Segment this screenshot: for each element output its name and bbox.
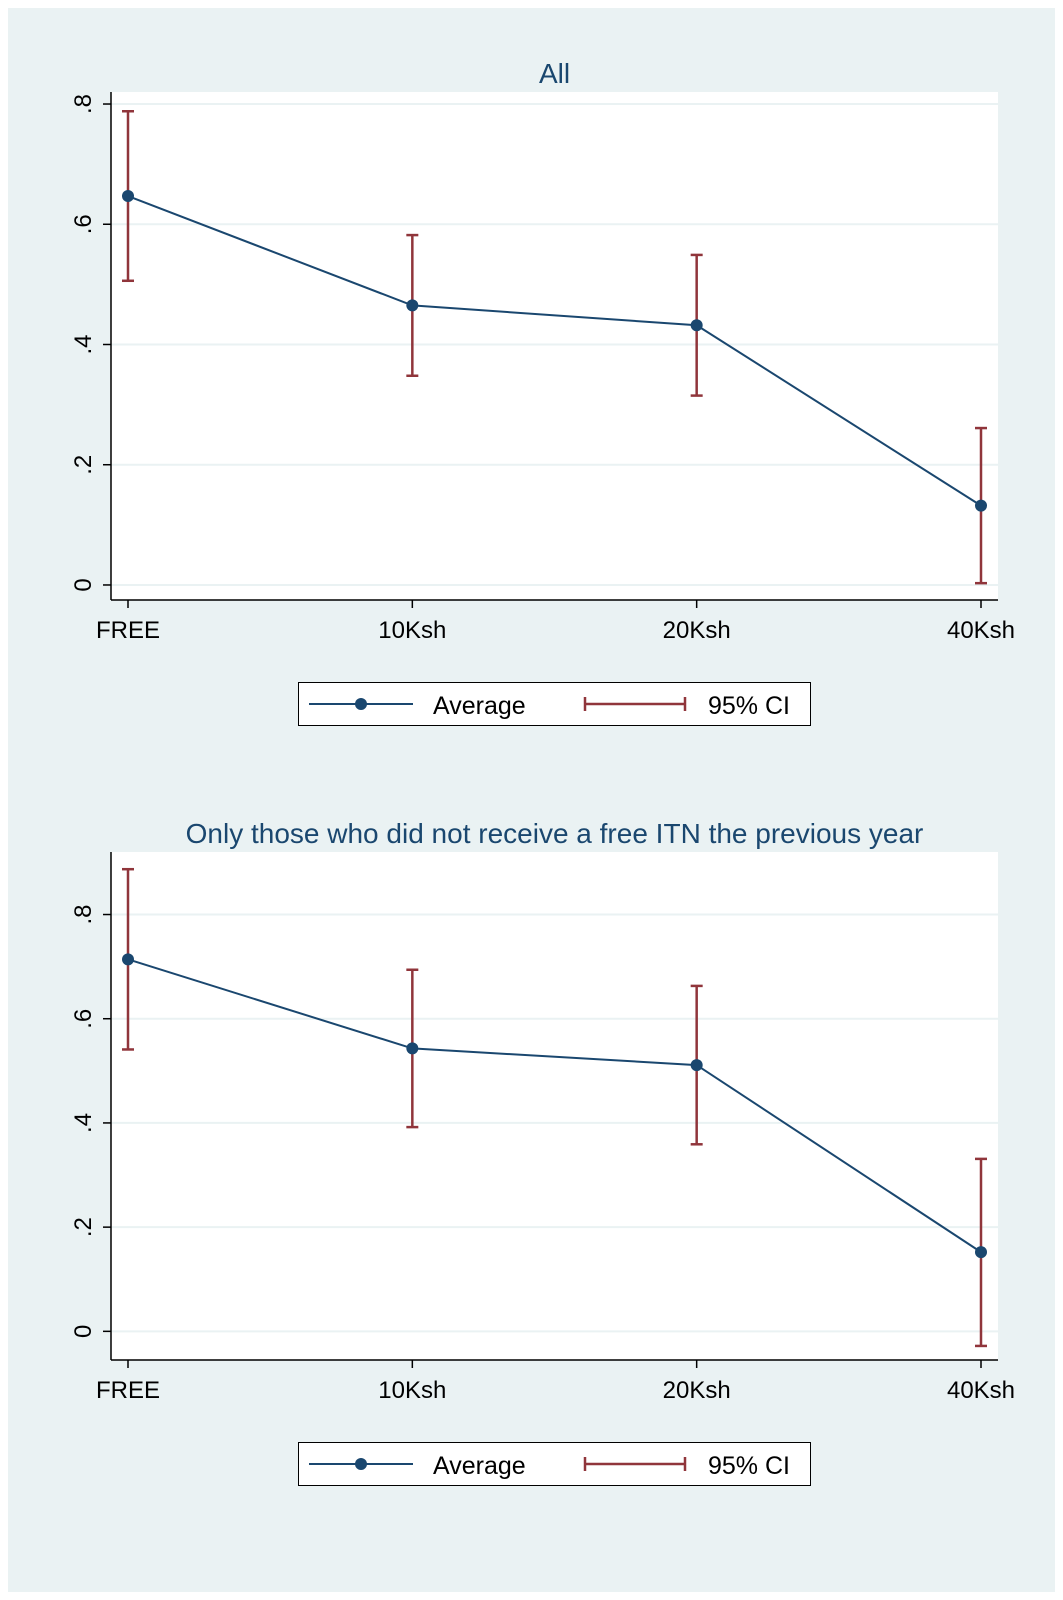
y-tick-label: .8	[70, 94, 97, 114]
x-tick-label: FREE	[96, 1377, 160, 1404]
x-tick-label: 40Ksh	[947, 617, 1015, 644]
x-tick-label: 20Ksh	[663, 1377, 731, 1404]
y-tick-label: .6	[70, 1009, 97, 1029]
y-tick-label: 0	[70, 1325, 97, 1338]
series-line-average	[127, 195, 982, 507]
y-tick-label: 0	[70, 578, 97, 591]
legend-label-average: Average	[433, 692, 526, 720]
chart-title: Only those who did not receive a free IT…	[186, 818, 924, 849]
figure: All 0 .2 .4 .6 .8 FREE 10Ksh 20Ksh 40Ksh Average …	[8, 8, 1055, 1592]
legend-label-average: Average	[433, 1452, 526, 1480]
legend-label-ci: 95% CI	[708, 1452, 790, 1480]
data-point	[122, 953, 134, 966]
y-tick-label: .2	[70, 1217, 97, 1237]
legend-symbol-ci	[583, 697, 687, 711]
legend-symbol-ci	[583, 1457, 687, 1471]
plot-area	[111, 852, 998, 1360]
x-tick-label: 10Ksh	[378, 1377, 446, 1404]
y-tick-label: .2	[70, 455, 97, 475]
x-tick-label: 10Ksh	[378, 617, 446, 644]
y-tick-label: .8	[70, 905, 97, 925]
series-line-average	[127, 958, 982, 1253]
data-point	[975, 499, 987, 512]
data-point	[122, 190, 134, 203]
x-tick-label: 20Ksh	[663, 617, 731, 644]
data-point	[690, 1059, 703, 1072]
chart-svg: Only those who did not receive a free IT…	[70, 818, 1015, 1404]
x-tick-label: 40Ksh	[947, 1377, 1015, 1404]
y-tick-label: .4	[70, 1113, 97, 1133]
chart-panel-all: All 0 .2 .4 .6 .8 FREE 10Ksh 20Ksh 40Ksh Average …	[8, 8, 1055, 768]
y-tick-label: .6	[70, 214, 97, 234]
chart-legend: Average 95% CI	[298, 1442, 811, 1486]
chart-title: All	[539, 58, 570, 89]
legend-label-ci: 95% CI	[708, 692, 790, 720]
chart-svg: All 0 .2 .4 .6 .8 FREE 10Ksh 20Ksh 40Ksh	[70, 58, 1015, 644]
data-point	[690, 319, 703, 332]
data-point	[406, 299, 419, 312]
legend-symbol-average	[309, 1458, 413, 1470]
legend-symbol-average	[309, 698, 413, 710]
data-point	[406, 1042, 419, 1055]
y-tick-label: .4	[70, 334, 97, 354]
plot-area	[111, 92, 998, 600]
chart-panel-no-free-itn: Only those who did not receive a free IT…	[8, 768, 1055, 1592]
x-tick-label: FREE	[96, 617, 160, 644]
chart-legend: Average 95% CI	[298, 682, 811, 726]
data-point	[975, 1246, 987, 1259]
